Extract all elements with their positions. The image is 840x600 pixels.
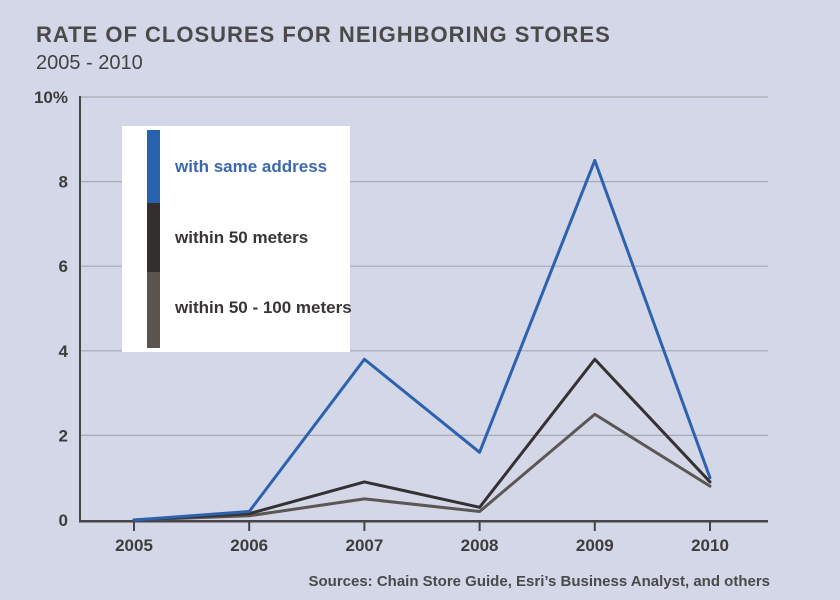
series-line-within-50-100-meters [132, 412, 712, 522]
y-tick-label: 2 [59, 426, 68, 445]
source-note: Sources: Chain Store Guide, Esri’s Busin… [308, 573, 770, 590]
series-line-with-same-address [132, 158, 712, 522]
y-tick-label: 8 [59, 173, 68, 192]
legend-box: with same address within 50 meters withi… [122, 126, 352, 352]
legend-label-within-50-meters: within 50 meters [175, 228, 309, 247]
y-tick-label: 4 [59, 342, 69, 361]
legend-label-with-same-address: with same address [175, 157, 328, 176]
legend-swatch-with-same-address [147, 130, 160, 203]
x-tick-label: 2009 [576, 536, 614, 555]
legend-color-bar [147, 130, 160, 348]
y-tick-label: 6 [59, 257, 68, 276]
chart-subtitle: 2005 - 2010 [36, 52, 143, 74]
y-tick-label: 0 [59, 511, 68, 530]
legend-swatch-within-50-100-meters [147, 272, 160, 348]
chart-title: RATE OF CLOSURES FOR NEIGHBORING STORES [36, 22, 611, 47]
x-tick-label: 2006 [230, 536, 268, 555]
x-tick-label: 2008 [461, 536, 499, 555]
series-line-within-50-meters [132, 357, 712, 522]
x-tick-label: 2005 [115, 536, 153, 555]
legend-swatch-within-50-meters [147, 203, 160, 272]
x-tick-label: 2007 [345, 536, 383, 555]
legend-label-within-50-100-meters: within 50 - 100 meters [175, 298, 352, 317]
x-tick-label: 2010 [691, 536, 729, 555]
y-tick-label: 10% [34, 88, 68, 107]
